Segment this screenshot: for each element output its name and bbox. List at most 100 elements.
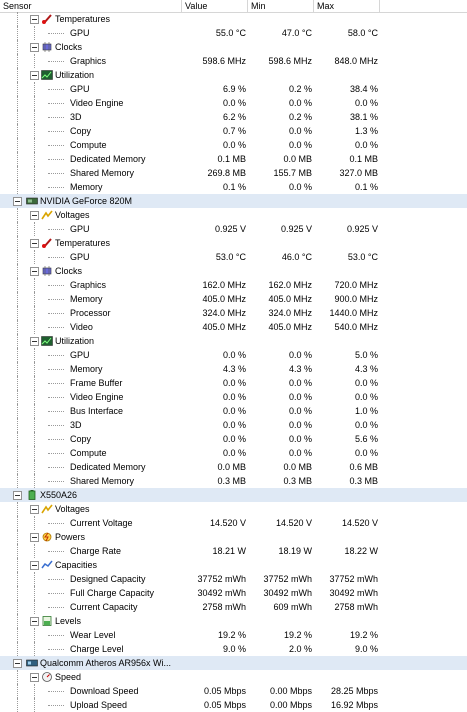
sensor-row[interactable]: Bus Interface 0.0 % 0.0 % 1.0 % [0, 404, 467, 418]
collapse-toggle[interactable] [30, 337, 39, 346]
collapse-toggle[interactable] [30, 71, 39, 80]
sensor-row[interactable]: Copy 0.0 % 0.0 % 5.6 % [0, 432, 467, 446]
sensor-row[interactable]: Compute 0.0 % 0.0 % 0.0 % [0, 446, 467, 460]
value-cell [182, 40, 246, 54]
device-row[interactable]: Qualcomm Atheros AR956x Wi... [0, 656, 467, 670]
sensor-row[interactable]: Video Engine 0.0 % 0.0 % 0.0 % [0, 390, 467, 404]
sensor-row[interactable]: GPU 55.0 °C 47.0 °C 58.0 °C [0, 26, 467, 40]
sensor-row[interactable]: Designed Capacity 37752 mWh 37752 mWh 37752… [0, 572, 467, 586]
collapse-toggle[interactable] [30, 15, 39, 24]
tree-connector [17, 376, 18, 390]
sensor-row[interactable]: Full Charge Capacity 30492 mWh 30492 mWh 30… [0, 586, 467, 600]
group-row[interactable]: Utilization [0, 334, 467, 348]
collapse-toggle[interactable] [30, 43, 39, 52]
sensor-row[interactable]: 3D 0.0 % 0.0 % 0.0 % [0, 418, 467, 432]
sensor-label: Designed Capacity [70, 574, 146, 584]
sensor-row[interactable]: Download Speed 0.05 Mbps 0.00 Mbps 28.25 Mb… [0, 684, 467, 698]
sensor-row[interactable]: Graphics 162.0 MHz 162.0 MHz 720.0 MHz [0, 278, 467, 292]
tree-connector [48, 453, 64, 454]
sensor-row[interactable]: Current Capacity 2758 mWh 609 mWh 2758 mWh [0, 600, 467, 614]
sensor-row[interactable]: Memory 405.0 MHz 405.0 MHz 900.0 MHz [0, 292, 467, 306]
group-row[interactable]: Voltages [0, 502, 467, 516]
group-row[interactable]: Levels [0, 614, 467, 628]
sensor-label: Temperatures [55, 238, 111, 248]
tree-connector [17, 530, 18, 544]
collapse-toggle[interactable] [30, 211, 39, 220]
sensor-row[interactable]: Charge Level 9.0 % 2.0 % 9.0 % [0, 642, 467, 656]
sensor-row[interactable]: Copy 0.7 % 0.0 % 1.3 % [0, 124, 467, 138]
collapse-toggle[interactable] [13, 197, 22, 206]
collapse-toggle[interactable] [30, 239, 39, 248]
sensor-row[interactable]: Frame Buffer 0.0 % 0.0 % 0.0 % [0, 376, 467, 390]
collapse-toggle[interactable] [30, 673, 39, 682]
sensor-row[interactable]: 3D 6.2 % 0.2 % 38.1 % [0, 110, 467, 124]
column-sensor[interactable]: Sensor [0, 0, 182, 12]
collapse-toggle[interactable] [30, 561, 39, 570]
sensor-row[interactable]: GPU 53.0 °C 46.0 °C 53.0 °C [0, 250, 467, 264]
collapse-toggle[interactable] [13, 659, 22, 668]
max-cell: 0.0 % [354, 392, 378, 402]
group-row[interactable]: Voltages [0, 208, 467, 222]
collapse-toggle[interactable] [30, 533, 39, 542]
collapse-toggle[interactable] [30, 505, 39, 514]
sensor-row[interactable]: Graphics 598.6 MHz 598.6 MHz 848.0 MHz [0, 54, 467, 68]
sensor-row[interactable]: Upload Speed 0.05 Mbps 0.00 Mbps 16.92 Mbps [0, 698, 467, 712]
device-row[interactable]: X550A26 [0, 488, 467, 502]
tree-connector [48, 131, 64, 132]
max-cell [314, 208, 378, 222]
value-cell [182, 558, 246, 572]
column-value[interactable]: Value [182, 0, 248, 12]
tree-connector [17, 698, 18, 712]
sensor-row[interactable]: Video 405.0 MHz 405.0 MHz 540.0 MHz [0, 320, 467, 334]
min-cell: 0.0 % [288, 420, 312, 430]
group-row[interactable]: Temperatures [0, 236, 467, 250]
sensor-row[interactable]: Memory 4.3 % 4.3 % 4.3 % [0, 362, 467, 376]
sensor-row[interactable]: Video Engine 0.0 % 0.0 % 0.0 % [0, 96, 467, 110]
column-max[interactable]: Max [314, 0, 380, 12]
sensor-row[interactable]: Current Voltage 14.520 V 14.520 V 14.520 V [0, 516, 467, 530]
sensor-label: Upload Speed [70, 700, 128, 710]
tree-connector [34, 516, 35, 530]
group-row[interactable]: Clocks [0, 40, 467, 54]
sensor-row[interactable]: Compute 0.0 % 0.0 % 0.0 % [0, 138, 467, 152]
group-row[interactable]: Clocks [0, 264, 467, 278]
max-cell: 0.6 MB [349, 462, 378, 472]
tree-connector [17, 614, 18, 628]
min-cell: 324.0 MHz [268, 308, 312, 318]
value-cell [182, 502, 246, 516]
sensor-row[interactable]: Shared Memory 269.8 MB 155.7 MB 327.0 MB [0, 166, 467, 180]
max-cell [314, 264, 378, 278]
sensor-row[interactable]: Dedicated Memory 0.1 MB 0.0 MB 0.1 MB [0, 152, 467, 166]
max-cell: 38.1 % [349, 112, 378, 122]
collapse-toggle[interactable] [30, 617, 39, 626]
min-cell: 162.0 MHz [268, 280, 312, 290]
tree-connector [34, 250, 35, 264]
sensor-row[interactable]: GPU 0.925 V 0.925 V 0.925 V [0, 222, 467, 236]
sensor-row[interactable]: Charge Rate 18.21 W 18.19 W 18.22 W [0, 544, 467, 558]
group-row[interactable]: Temperatures [0, 12, 467, 26]
min-cell: 405.0 MHz [268, 294, 312, 304]
tree-connector [34, 586, 35, 600]
tree-connector [48, 313, 64, 314]
sensor-row[interactable]: Wear Level 19.2 % 19.2 % 19.2 % [0, 628, 467, 642]
sensor-row[interactable]: GPU 0.0 % 0.0 % 5.0 % [0, 348, 467, 362]
sensor-row[interactable]: GPU 6.9 % 0.2 % 38.4 % [0, 82, 467, 96]
sensor-row[interactable]: Memory 0.1 % 0.0 % 0.1 % [0, 180, 467, 194]
sensor-row[interactable]: Processor 324.0 MHz 324.0 MHz 1440.0 MHz [0, 306, 467, 320]
sensor-row[interactable]: Dedicated Memory 0.0 MB 0.0 MB 0.6 MB [0, 460, 467, 474]
group-row[interactable]: Capacities [0, 558, 467, 572]
min-cell: 0.2 % [288, 84, 312, 94]
collapse-toggle[interactable] [13, 491, 22, 500]
sensor-label: Memory [70, 182, 103, 192]
device-row[interactable]: NVIDIA GeForce 820M [0, 194, 467, 208]
tree-connector [17, 404, 18, 418]
group-row[interactable]: Powers [0, 530, 467, 544]
value-cell: 0.0 MB [217, 462, 246, 472]
collapse-toggle[interactable] [30, 267, 39, 276]
min-cell: 0.0 % [288, 140, 312, 150]
value-cell [182, 670, 246, 684]
column-min[interactable]: Min [248, 0, 314, 12]
group-row[interactable]: Utilization [0, 68, 467, 82]
sensor-row[interactable]: Shared Memory 0.3 MB 0.3 MB 0.3 MB [0, 474, 467, 488]
group-row[interactable]: Speed [0, 670, 467, 684]
